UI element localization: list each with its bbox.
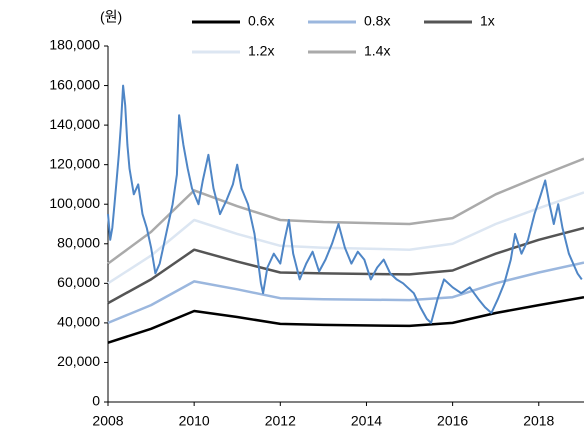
y-tick-label: 100,000 [49,195,100,211]
legend-label: 0.8x [364,13,390,29]
legend-label: 1x [480,13,495,29]
y-axis-label: (원) [100,9,122,25]
band-line [107,157,584,265]
band-line [107,226,584,305]
x-tick-label: 2016 [437,413,468,429]
band-line [107,191,584,285]
x-tick-label: 2018 [523,413,554,429]
x-tick-label: 2010 [179,413,210,429]
x-tick-label: 2014 [351,413,382,429]
x-tick-label: 2008 [92,413,123,429]
price-line [107,84,583,324]
y-tick-label: 180,000 [49,37,100,53]
y-tick-label: 140,000 [49,116,100,132]
x-tick-label: 2012 [265,413,296,429]
band-line [107,295,584,344]
y-tick-label: 160,000 [49,76,100,92]
y-tick-label: 40,000 [57,314,100,330]
y-tick-label: 20,000 [57,353,100,369]
band-line [107,261,584,325]
legend-label: 1.2x [248,43,274,59]
legend-label: 0.6x [248,13,274,29]
y-tick-label: 0 [92,393,100,409]
y-tick-label: 60,000 [57,274,100,290]
y-tick-label: 80,000 [57,234,100,250]
legend-label: 1.4x [364,43,390,59]
y-tick-label: 120,000 [49,155,100,171]
